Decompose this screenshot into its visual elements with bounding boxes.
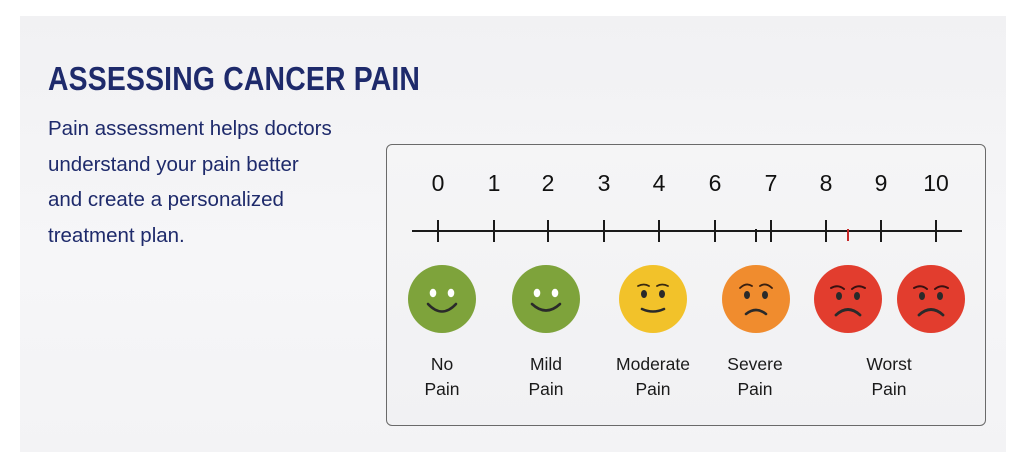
scale-axis-line — [412, 230, 962, 232]
pain-scale-card — [386, 144, 986, 426]
pain-level-label: No Pain — [392, 352, 492, 402]
label-line: Pain — [635, 379, 671, 399]
label-line: Mild — [529, 354, 563, 374]
label-line: Pain — [528, 379, 564, 399]
sad-face-icon — [896, 264, 966, 334]
smiling-face-icon — [407, 264, 477, 334]
scale-number: 1 — [487, 170, 501, 196]
scale-number: 6 — [708, 170, 722, 196]
page-title: ASSESSING CANCER PAIN — [48, 60, 421, 97]
scale-tick — [825, 220, 827, 242]
description: Pain assessment helps doctors understand… — [48, 111, 408, 253]
description-line: treatment plan. — [48, 223, 185, 247]
description-line: Pain assessment helps doctors — [48, 117, 332, 140]
label-line: Pain — [737, 379, 773, 399]
scale-tick — [770, 220, 772, 242]
sad-face-icon — [813, 264, 883, 334]
scale-tick — [714, 220, 716, 242]
label-line: Severe — [727, 354, 783, 374]
scale-tick — [437, 220, 439, 242]
label-line: No — [430, 354, 454, 374]
scale-tick — [935, 220, 937, 242]
scale-tick — [547, 220, 549, 242]
label-line: Moderate — [616, 354, 690, 374]
scale-tick — [880, 220, 882, 242]
scale-tick — [493, 220, 495, 242]
pain-level-label: Worst Pain — [839, 352, 939, 402]
scale-number: 0 — [431, 170, 445, 196]
slight-smile-face-icon — [618, 264, 688, 334]
scale-tick — [603, 220, 605, 242]
label-line: Worst — [866, 354, 912, 374]
label-line: Pain — [871, 379, 907, 399]
pain-level-label: Moderate Pain — [603, 352, 703, 402]
label-line: Pain — [424, 379, 460, 399]
scale-number: 2 — [541, 170, 555, 196]
scale-number: 4 — [652, 170, 666, 196]
pain-level-label: Mild Pain — [496, 352, 596, 402]
description-line: and create a personalized — [48, 188, 284, 211]
scale-tick — [658, 220, 660, 242]
scale-number: 9 — [874, 170, 888, 196]
scale-number: 3 — [597, 170, 611, 196]
scale-number: 10 — [923, 170, 949, 196]
scale-minor-tick — [755, 229, 757, 242]
description-line: understand your pain better — [48, 152, 299, 176]
smiling-face-icon — [511, 264, 581, 334]
pain-level-label: Severe Pain — [705, 352, 805, 402]
scale-marker-tick — [847, 229, 849, 241]
scale-number: 8 — [819, 170, 833, 196]
worried-face-icon — [721, 264, 791, 334]
scale-number: 7 — [764, 170, 778, 196]
